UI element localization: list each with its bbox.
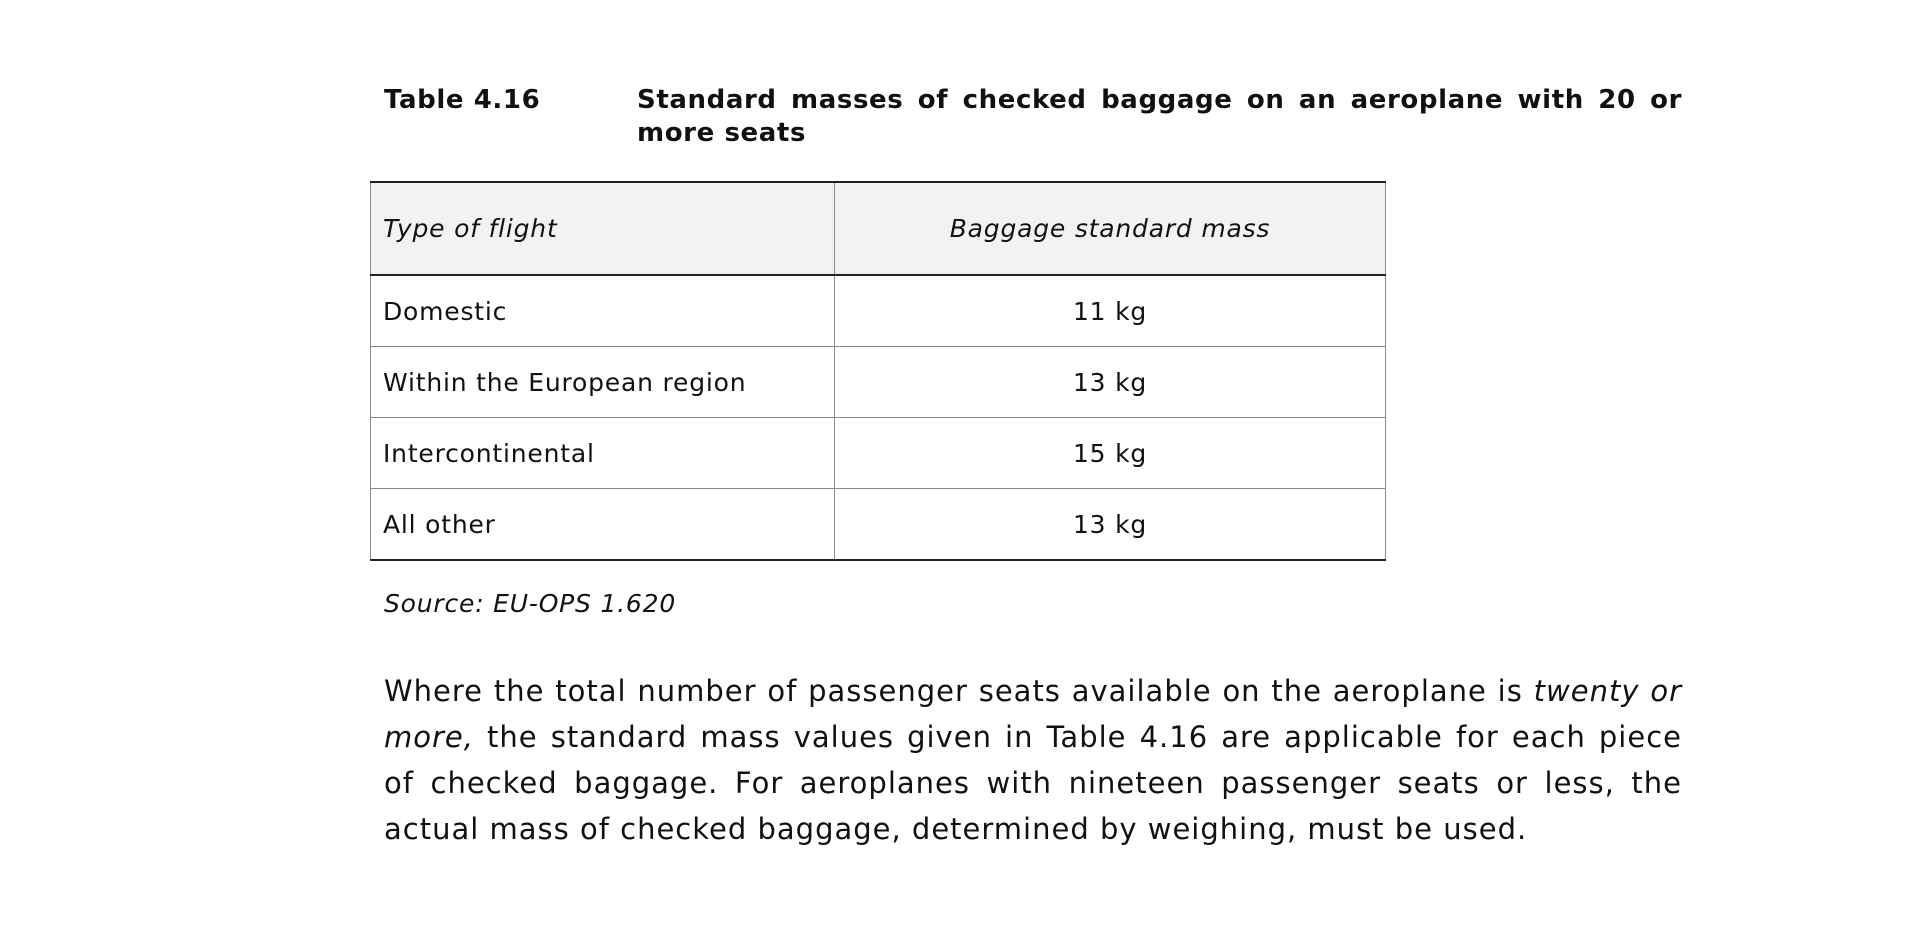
flight-type-cell: Domestic <box>370 274 835 347</box>
flight-type-cell: All other <box>370 488 835 561</box>
header-type-of-flight: Type of flight <box>370 181 835 276</box>
table-body: Domestic 11 kg Within the European regio… <box>370 274 1386 561</box>
flight-type-cell: Within the European region <box>370 346 835 418</box>
table-source: Source: EU-OPS 1.620 <box>384 589 677 618</box>
table-row: All other 13 kg <box>370 488 1386 561</box>
mass-cell: 15 kg <box>834 417 1386 489</box>
mass-cell: 11 kg <box>834 274 1386 347</box>
table-row: Within the European region 13 kg <box>370 346 1386 418</box>
body-paragraph: Where the total number of passenger seat… <box>384 668 1682 852</box>
table-caption: Table 4.16 Standard masses of checked ba… <box>384 84 1682 150</box>
header-row: Type of flight Baggage standard mass <box>370 181 1386 276</box>
paragraph-text-end: the standard mass values given in Table … <box>384 720 1682 846</box>
table-number: Table 4.16 <box>384 85 541 115</box>
header-baggage-standard-mass: Baggage standard mass <box>834 181 1386 276</box>
table-row: Intercontinental 15 kg <box>370 417 1386 489</box>
paragraph-text-start: Where the total number of passenger seat… <box>384 674 1534 708</box>
mass-cell: 13 kg <box>834 346 1386 418</box>
baggage-mass-table: Type of flight Baggage standard mass Dom… <box>370 181 1386 561</box>
paragraph-emphasis: twenty or more, <box>384 674 1682 754</box>
table-row: Domestic 11 kg <box>370 274 1386 347</box>
table-header: Type of flight Baggage standard mass <box>370 181 1386 276</box>
table-title: Standard masses of checked baggage on an… <box>637 85 1682 148</box>
flight-type-cell: Intercontinental <box>370 417 835 489</box>
mass-cell: 13 kg <box>834 488 1386 561</box>
